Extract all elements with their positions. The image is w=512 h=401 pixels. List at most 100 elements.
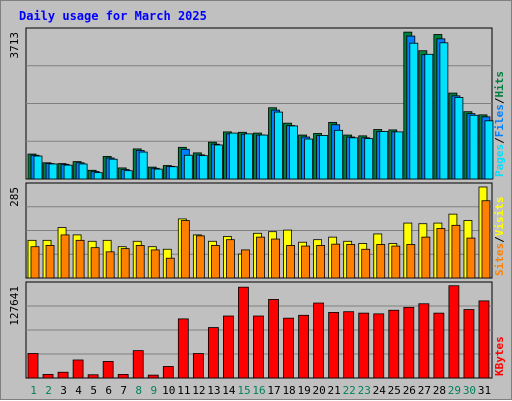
panel-hits-legend: Pages/Files/Hits	[493, 71, 506, 177]
bar-pages-day-25	[394, 131, 404, 180]
bar-sites-day-30	[466, 237, 476, 279]
x-tick-label-day-10: 10	[162, 384, 175, 397]
x-tick-label-day-8: 8	[135, 384, 142, 397]
bar-kbytes-day-17	[268, 299, 279, 379]
bar-pages-day-19	[304, 138, 313, 180]
x-tick-label-day-6: 6	[105, 384, 112, 397]
bar-sites-day-8	[135, 245, 145, 279]
bar-sites-day-17	[271, 238, 280, 279]
bar-pages-day-15	[244, 133, 253, 180]
bar-sites-day-2	[45, 245, 55, 279]
bar-pages-day-2	[48, 163, 58, 180]
panel-hits-max-label: 3713	[8, 32, 21, 59]
bar-kbytes-day-30	[463, 309, 475, 379]
bar-sites-day-22	[346, 244, 356, 279]
bar-sites-day-14	[226, 239, 235, 279]
bar-sites-day-25	[391, 245, 401, 279]
bar-pages-day-28	[439, 42, 449, 180]
bar-sites-day-1	[30, 246, 40, 279]
x-tick-label-day-23: 23	[358, 384, 371, 397]
x-tick-label-day-4: 4	[75, 384, 82, 397]
x-tick-label-day-30: 30	[463, 384, 476, 397]
x-tick-label-day-12: 12	[192, 384, 205, 397]
panel-hits: 3713 Pages/Files/Hits	[8, 27, 506, 180]
bar-pages-day-4	[78, 163, 88, 180]
bar-sites-day-21	[331, 243, 341, 279]
x-tick-label-day-16: 16	[252, 384, 265, 397]
bar-pages-day-20	[319, 135, 329, 180]
x-tick-label-day-11: 11	[177, 384, 190, 397]
bar-sites-day-5	[90, 247, 100, 279]
x-tick-label-day-14: 14	[222, 384, 236, 397]
bar-kbytes-day-23	[358, 312, 370, 379]
bar-sites-day-18	[286, 245, 295, 279]
bar-kbytes-day-11	[177, 318, 189, 379]
bar-kbytes-day-31	[478, 300, 490, 379]
bar-pages-day-12	[198, 155, 208, 180]
bar-pages-day-29	[454, 97, 464, 180]
x-tick-label-day-28: 28	[433, 384, 446, 397]
bar-kbytes-day-29	[448, 285, 460, 379]
bar-kbytes-day-3	[57, 371, 69, 379]
bar-pages-day-1	[33, 155, 43, 180]
bar-pages-day-23	[364, 138, 374, 180]
bar-sites-day-29	[451, 224, 461, 279]
bar-pages-day-30	[469, 114, 479, 180]
bar-pages-day-18	[289, 125, 298, 180]
legend-entry: /	[493, 236, 506, 243]
x-tick-label-day-7: 7	[120, 384, 127, 397]
x-tick-label-day-3: 3	[60, 384, 67, 397]
bar-sites-day-9	[150, 249, 160, 279]
bar-pages-day-16	[259, 134, 268, 180]
panel-visits: 285 Sites/Visits	[8, 182, 506, 279]
bar-sites-day-20	[316, 245, 326, 279]
bar-sites-day-15	[241, 249, 250, 279]
bar-sites-day-16	[256, 236, 265, 279]
x-axis-day-labels: 1 2 3 4 5 6 7 8 9 10 11 12 13 14 15 16 17 18 19 20 21 22 23 24 2…	[30, 384, 491, 397]
bar-pages-day-7	[123, 170, 133, 180]
bar-pages-day-8	[138, 151, 148, 180]
bar-sites-day-26	[406, 244, 416, 279]
bar-sites-day-23	[361, 248, 371, 279]
bar-pages-day-27	[424, 53, 434, 180]
bar-pages-day-14	[229, 132, 238, 180]
x-tick-label-day-13: 13	[207, 384, 220, 397]
bar-kbytes-day-10	[162, 366, 174, 379]
bar-sites-day-12	[195, 235, 205, 279]
bar-kbytes-day-16	[253, 315, 264, 379]
bar-kbytes-day-12	[192, 353, 204, 379]
bar-pages-day-5	[93, 172, 103, 180]
x-tick-label-day-24: 24	[373, 384, 387, 397]
x-tick-label-day-20: 20	[313, 384, 326, 397]
panel-visits-legend: Sites/Visits	[493, 197, 506, 277]
bar-sites-day-13	[210, 245, 220, 279]
bar-sites-day-6	[105, 251, 115, 279]
bar-pages-day-17	[274, 111, 283, 180]
bar-pages-day-26	[409, 42, 419, 180]
bar-kbytes-day-24	[373, 313, 385, 379]
x-tick-label-day-31: 31	[478, 384, 491, 397]
bar-kbytes-day-1	[27, 353, 39, 379]
panel-kbytes: 127641 KBytes	[8, 281, 506, 379]
bar-kbytes-day-22	[343, 311, 355, 379]
x-tick-label-day-25: 25	[388, 384, 401, 397]
x-tick-label-day-29: 29	[448, 384, 461, 397]
x-tick-label-day-22: 22	[343, 384, 356, 397]
bar-kbytes-day-13	[207, 327, 219, 379]
legend-entry: /	[493, 97, 506, 104]
x-tick-label-day-15: 15	[237, 384, 250, 397]
bar-sites-day-7	[120, 248, 130, 279]
x-tick-label-day-17: 17	[267, 384, 280, 397]
bar-pages-day-3	[63, 164, 73, 180]
bar-kbytes-day-2	[42, 373, 54, 379]
bar-sites-day-4	[75, 239, 85, 279]
bar-pages-day-31	[484, 120, 494, 180]
bar-kbytes-day-7	[117, 373, 129, 379]
legend-entry: Sites	[493, 243, 506, 276]
legend-entry: Files	[493, 104, 506, 137]
bar-pages-day-6	[108, 158, 118, 180]
bar-kbytes-day-4	[72, 359, 84, 379]
x-tick-label-day-26: 26	[403, 384, 416, 397]
